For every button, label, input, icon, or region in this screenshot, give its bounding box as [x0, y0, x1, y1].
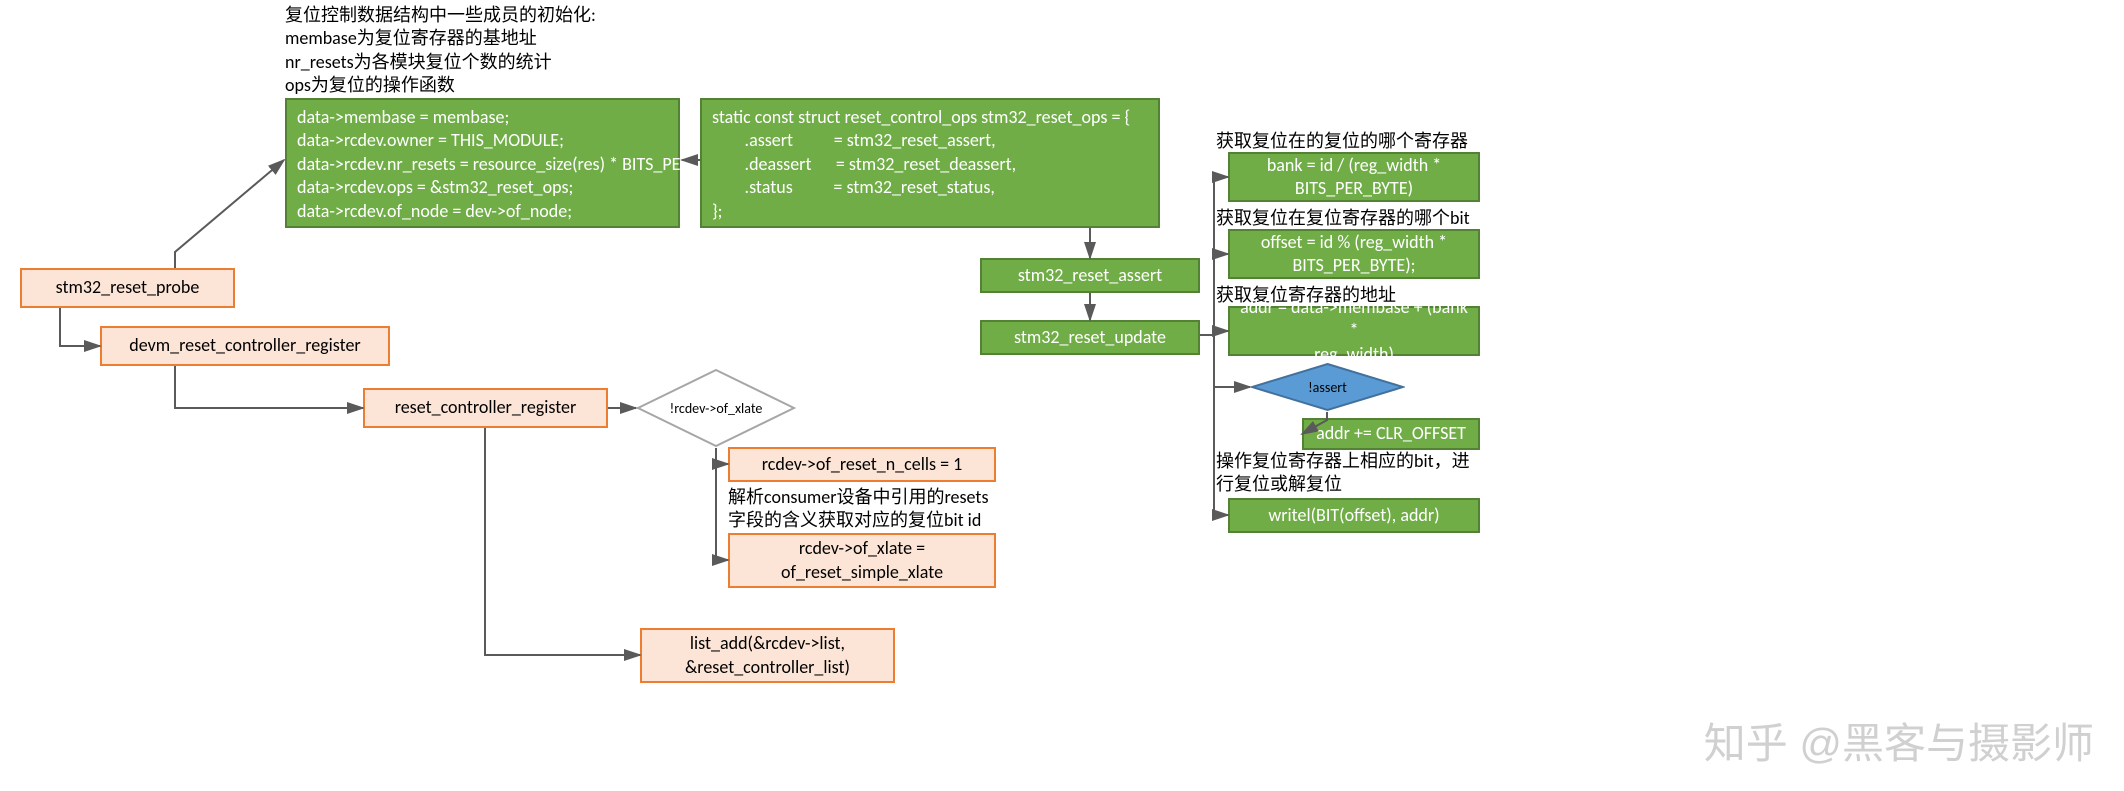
- annotation-consumer: 解析consumer设备中引用的resets 字段的含义获取对应的复位bit i…: [728, 486, 988, 533]
- label: !assert: [1308, 379, 1347, 396]
- label: devm_reset_controller_register: [129, 334, 360, 357]
- diamond-xlate: !rcdev->of_xlate: [636, 368, 796, 448]
- diamond-assert: !assert: [1250, 362, 1405, 412]
- label: addr = data->membase + (bank * reg_width…: [1238, 296, 1470, 366]
- label: offset = id % (reg_width * BITS_PER_BYTE…: [1261, 231, 1447, 278]
- node-addr: addr = data->membase + (bank * reg_width…: [1228, 306, 1480, 356]
- node-bank: bank = id / (reg_width * BITS_PER_BYTE): [1228, 152, 1480, 202]
- annotation-writel: 操作复位寄存器上相应的bit，进 行复位或解复位: [1216, 450, 1470, 497]
- label: static const struct reset_control_ops st…: [712, 106, 1130, 223]
- label: addr += CLR_OFFSET: [1316, 422, 1466, 445]
- node-offset: offset = id % (reg_width * BITS_PER_BYTE…: [1228, 229, 1480, 279]
- label: stm32_reset_assert: [1018, 264, 1162, 287]
- node-writel: writel(BIT(offset), addr): [1228, 498, 1480, 533]
- node-update: stm32_reset_update: [980, 320, 1200, 355]
- node-devm-register: devm_reset_controller_register: [100, 326, 390, 366]
- label: writel(BIT(offset), addr): [1268, 504, 1439, 527]
- label: data->membase = membase; data->rcdev.own…: [297, 106, 740, 223]
- node-probe: stm32_reset_probe: [20, 268, 235, 308]
- node-reset-register: reset_controller_register: [363, 388, 608, 428]
- label: rcdev->of_xlate = of_reset_simple_xlate: [781, 537, 943, 584]
- label: !rcdev->of_xlate: [670, 400, 763, 417]
- node-n-cells: rcdev->of_reset_n_cells = 1: [728, 447, 996, 482]
- label: rcdev->of_reset_n_cells = 1: [762, 453, 963, 476]
- label: reset_controller_register: [395, 396, 577, 419]
- label: bank = id / (reg_width * BITS_PER_BYTE): [1267, 154, 1441, 201]
- node-ops-code: static const struct reset_control_ops st…: [700, 98, 1160, 228]
- node-clr: addr += CLR_OFFSET: [1302, 418, 1480, 450]
- node-init-code: data->membase = membase; data->rcdev.own…: [285, 98, 680, 228]
- watermark: 知乎 @黑客与摄影师: [1704, 710, 2094, 771]
- node-list-add: list_add(&rcdev->list, &reset_controller…: [640, 628, 895, 683]
- label: stm32_reset_probe: [56, 276, 200, 299]
- node-assert: stm32_reset_assert: [980, 258, 1200, 293]
- annotation-bank: 获取复位在的复位的哪个寄存器: [1216, 130, 1468, 153]
- label: list_add(&rcdev->list, &reset_controller…: [685, 632, 850, 679]
- node-of-xlate: rcdev->of_xlate = of_reset_simple_xlate: [728, 533, 996, 588]
- label: stm32_reset_update: [1014, 326, 1166, 349]
- annotation-offset: 获取复位在复位寄存器的哪个bit: [1216, 207, 1470, 230]
